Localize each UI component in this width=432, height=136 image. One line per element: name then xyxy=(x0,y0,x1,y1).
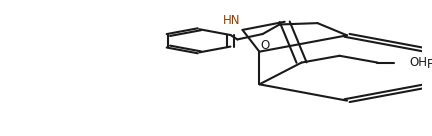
Text: O: O xyxy=(260,39,270,52)
Text: HN: HN xyxy=(223,14,241,27)
Text: F: F xyxy=(427,58,432,71)
Text: OH: OH xyxy=(409,56,427,69)
